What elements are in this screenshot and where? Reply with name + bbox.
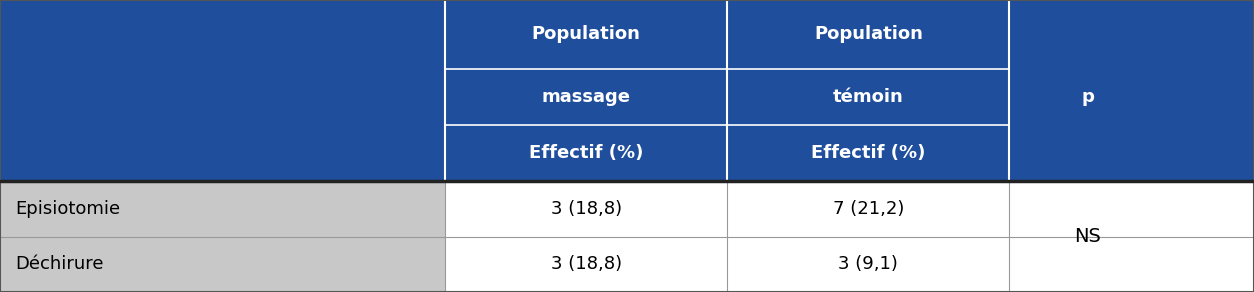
- Text: Population: Population: [814, 25, 923, 44]
- Text: 3 (9,1): 3 (9,1): [839, 255, 898, 273]
- Text: 7 (21,2): 7 (21,2): [833, 200, 904, 218]
- Text: p: p: [1081, 88, 1095, 106]
- Text: témoin: témoin: [833, 88, 904, 106]
- Text: Déchirure: Déchirure: [15, 255, 104, 273]
- Bar: [0, 237, 1254, 292]
- Text: Effectif (%): Effectif (%): [811, 144, 925, 162]
- Bar: [0, 181, 1254, 237]
- Bar: [0, 0, 1254, 181]
- Text: 3 (18,8): 3 (18,8): [551, 200, 622, 218]
- Text: massage: massage: [542, 88, 631, 106]
- Text: NS: NS: [1075, 227, 1101, 246]
- Text: 3 (18,8): 3 (18,8): [551, 255, 622, 273]
- Bar: [0, 237, 445, 292]
- Text: Episiotomie: Episiotomie: [15, 200, 120, 218]
- Text: Effectif (%): Effectif (%): [529, 144, 643, 162]
- Bar: [0, 181, 445, 237]
- Text: Population: Population: [532, 25, 641, 44]
